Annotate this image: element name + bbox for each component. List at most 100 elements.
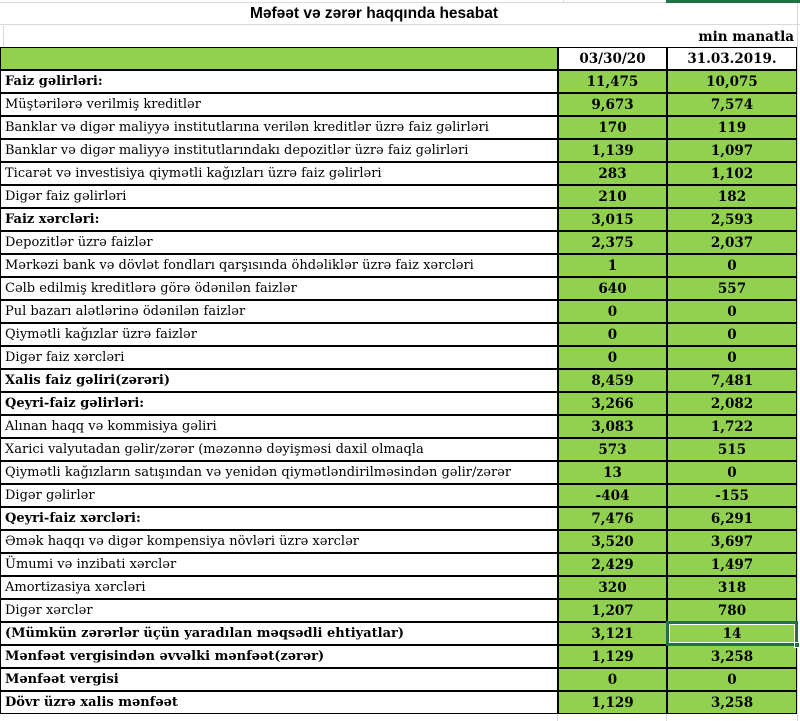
row-label-cell[interactable]: Xalis faiz gəliri(zərəri): [0, 369, 558, 392]
report-title-row: Məfəət və zərər haqqında hesabat: [0, 3, 800, 25]
row-label-cell[interactable]: Digər faiz gəlirləri: [0, 185, 558, 208]
header-date-current[interactable]: 03/30/20: [558, 47, 667, 70]
cell-current-period[interactable]: 283: [558, 162, 667, 185]
row-label-cell[interactable]: Qiymətli kağızlar üzrə faizlər: [0, 323, 558, 346]
cell-current-period[interactable]: 1,139: [558, 139, 667, 162]
cell-prior-period[interactable]: 182: [667, 185, 797, 208]
gridline-vertical-unit-row: [3, 26, 4, 47]
cell-current-period[interactable]: 2,375: [558, 231, 667, 254]
cell-current-period[interactable]: 9,673: [558, 93, 667, 116]
cell-prior-period[interactable]: 1,497: [667, 553, 797, 576]
cell-prior-period[interactable]: 3,258: [667, 645, 797, 668]
row-label-cell[interactable]: Mərkəzi bank və dövlət fondları qarşısın…: [0, 254, 558, 277]
cell-prior-period[interactable]: 3,258: [667, 691, 797, 714]
cell-current-period[interactable]: 8,459: [558, 369, 667, 392]
row-label-cell[interactable]: Faiz gəlirləri:: [0, 70, 558, 93]
cell-current-period[interactable]: 3,266: [558, 392, 667, 415]
cell-current-period[interactable]: 170: [558, 116, 667, 139]
cell-current-period[interactable]: 0: [558, 346, 667, 369]
row-label-cell[interactable]: Əmək haqqı və digər kompensiya növləri ü…: [0, 530, 558, 553]
cell-prior-period[interactable]: 318: [667, 576, 797, 599]
row-label-cell[interactable]: Müştərilərə verilmiş kreditlər: [0, 93, 558, 116]
cell-current-period[interactable]: 7,476: [558, 507, 667, 530]
cell-current-period[interactable]: 2,429: [558, 553, 667, 576]
row-label-cell[interactable]: Pul bazarı alətlərinə ödənilən faizlər: [0, 300, 558, 323]
cell-prior-period[interactable]: 119: [667, 116, 797, 139]
cell-prior-period[interactable]: 1,097: [667, 139, 797, 162]
cell-current-period[interactable]: 3,083: [558, 415, 667, 438]
cell-current-period[interactable]: 13: [558, 461, 667, 484]
cell-prior-period[interactable]: 0: [667, 461, 797, 484]
row-label-cell[interactable]: Depozitlər üzrə faizlər: [0, 231, 558, 254]
row-label-cell[interactable]: Cəlb edilmiş kreditlərə görə ödənilən fa…: [0, 277, 558, 300]
unit-note-row: min manatla: [0, 26, 797, 47]
row-label-cell[interactable]: Faiz xərcləri:: [0, 208, 558, 231]
cell-current-period[interactable]: 11,475: [558, 70, 667, 93]
gridline-vertical-bottom-1: [557, 714, 558, 721]
selection-remnant-bar: [666, 0, 800, 3]
cell-prior-period[interactable]: 0: [667, 254, 797, 277]
cell-current-period[interactable]: 640: [558, 277, 667, 300]
unit-note[interactable]: min manatla: [698, 28, 794, 45]
cell-prior-period[interactable]: 780: [667, 599, 797, 622]
cell-prior-period[interactable]: 0: [667, 346, 797, 369]
gridline-vertical-right: [797, 0, 798, 721]
cell-prior-period[interactable]: 0: [667, 668, 797, 691]
cell-prior-period[interactable]: 7,481: [667, 369, 797, 392]
fill-handle[interactable]: [794, 642, 800, 648]
cell-current-period[interactable]: 1: [558, 254, 667, 277]
cell-prior-period[interactable]: 557: [667, 277, 797, 300]
selected-cell[interactable]: 14: [666, 621, 800, 648]
row-label-cell[interactable]: Qeyri-faiz xərcləri:: [0, 507, 558, 530]
row-label-cell[interactable]: Dövr üzrə xalis mənfəət: [0, 691, 558, 714]
row-label-cell[interactable]: Banklar və digər maliyyə institutlarına …: [0, 116, 558, 139]
row-label-cell[interactable]: Qeyri-faiz gəlirləri:: [0, 392, 558, 415]
row-label-cell[interactable]: Mənfəət vergisi: [0, 668, 558, 691]
cell-prior-period[interactable]: -155: [667, 484, 797, 507]
cell-current-period[interactable]: 1,129: [558, 645, 667, 668]
cell-current-period[interactable]: 573: [558, 438, 667, 461]
gridline-vertical-bottom-2: [666, 714, 667, 721]
row-label-cell[interactable]: Digər gəlirlər: [0, 484, 558, 507]
cell-prior-period[interactable]: 515: [667, 438, 797, 461]
cell-prior-period[interactable]: 2,593: [667, 208, 797, 231]
row-label-cell[interactable]: Banklar və digər maliyyə institutlarında…: [0, 139, 558, 162]
cell-prior-period[interactable]: 10,075: [667, 70, 797, 93]
cell-current-period[interactable]: 0: [558, 323, 667, 346]
cell-prior-period[interactable]: 7,574: [667, 93, 797, 116]
cell-current-period[interactable]: 0: [558, 668, 667, 691]
row-label-cell[interactable]: (Mümkün zərərlər üçün yaradılan məqsədli…: [0, 622, 558, 645]
cell-prior-period[interactable]: 0: [667, 300, 797, 323]
row-label-cell[interactable]: Digər xərclər: [0, 599, 558, 622]
cell-current-period[interactable]: 3,520: [558, 530, 667, 553]
cell-prior-period[interactable]: 3,697: [667, 530, 797, 553]
cell-current-period[interactable]: 3,121: [558, 622, 667, 645]
cell-current-period[interactable]: -404: [558, 484, 667, 507]
cell-current-period[interactable]: 210: [558, 185, 667, 208]
row-label-cell[interactable]: Digər faiz xərcləri: [0, 346, 558, 369]
cell-current-period[interactable]: 1,207: [558, 599, 667, 622]
row-label-cell[interactable]: Amortizasiya xərcləri: [0, 576, 558, 599]
row-label-cell[interactable]: Alınan haqq və kommisiya gəliri: [0, 415, 558, 438]
header-empty-cell[interactable]: [0, 47, 558, 70]
cell-current-period[interactable]: 3,015: [558, 208, 667, 231]
cell-prior-period[interactable]: 6,291: [667, 507, 797, 530]
row-label-cell[interactable]: Qiymətli kağızların satışından və yenidə…: [0, 461, 558, 484]
row-label-cell[interactable]: Ticarət və investisiya qiymətli kağızlar…: [0, 162, 558, 185]
row-label-cell[interactable]: Xarici valyutadan gəlir/zərər (məzənnə d…: [0, 438, 558, 461]
cell-prior-period[interactable]: 2,082: [667, 392, 797, 415]
cell-prior-period[interactable]: 2,037: [667, 231, 797, 254]
header-date-prior[interactable]: 31.03.2019.: [667, 47, 797, 70]
gridline-vertical-topstrip: [563, 0, 564, 3]
cell-prior-period[interactable]: 1,102: [667, 162, 797, 185]
report-title[interactable]: Məfəət və zərər haqqında hesabat: [249, 4, 499, 22]
report-table: 03/30/20 31.03.2019. Faiz gəlirləri: 11,…: [0, 47, 800, 714]
cell-current-period[interactable]: 320: [558, 576, 667, 599]
row-label-cell[interactable]: Mənfəət vergisindən əvvəlki mənfəət(zərə…: [0, 645, 558, 668]
row-label-cell[interactable]: Ümumi və inzibati xərclər: [0, 553, 558, 576]
selection-border: [666, 621, 798, 646]
cell-prior-period[interactable]: 1,722: [667, 415, 797, 438]
cell-current-period[interactable]: 1,129: [558, 691, 667, 714]
cell-current-period[interactable]: 0: [558, 300, 667, 323]
cell-prior-period[interactable]: 0: [667, 323, 797, 346]
